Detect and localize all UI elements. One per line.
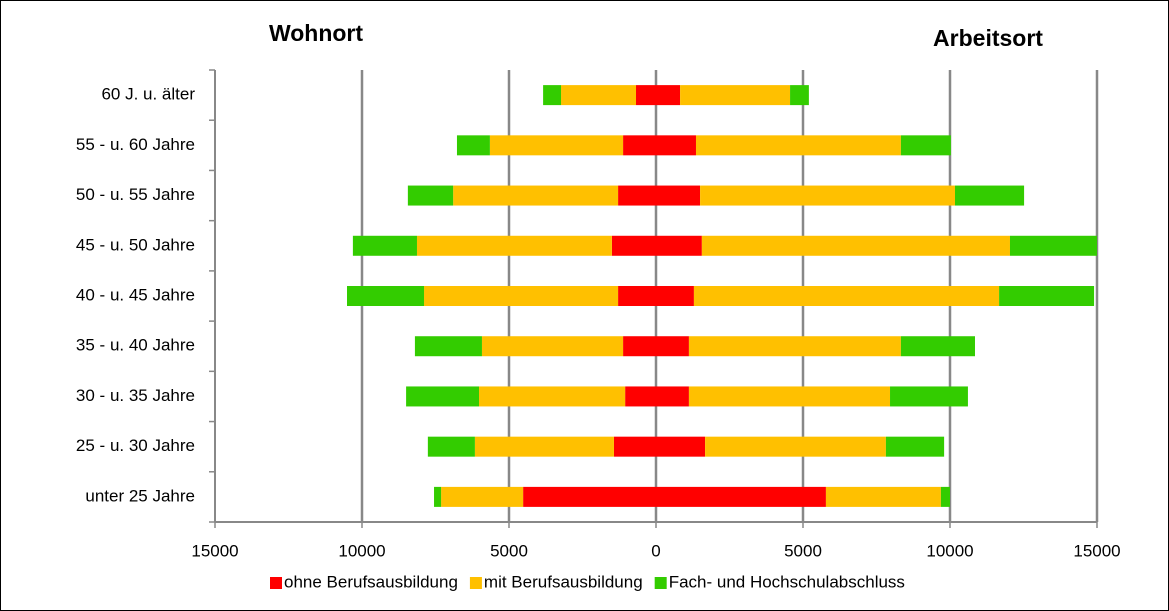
bar-segment <box>700 185 955 206</box>
bar-segment <box>561 85 637 106</box>
bar-segment <box>890 386 968 407</box>
bar-segment <box>489 135 624 156</box>
bar-segment <box>656 135 696 156</box>
bar-segment <box>656 286 694 306</box>
bar-segment <box>940 486 950 507</box>
bar-segment <box>453 185 619 206</box>
bar-segment <box>790 85 809 106</box>
bar-segment <box>695 135 901 156</box>
x-tick-label: 10000 <box>338 541 385 560</box>
bar-segment <box>481 336 624 357</box>
bar-segment <box>885 436 945 457</box>
y-tick-label: 40 - u. 45 Jahre <box>76 285 195 304</box>
legend-swatch <box>654 577 667 589</box>
x-tick-label: 5000 <box>490 541 528 560</box>
x-tick-label: 15000 <box>191 541 238 560</box>
bar-segment <box>479 386 626 407</box>
legend-label: mit Berufsausbildung <box>484 572 643 591</box>
bar-segment <box>456 135 490 156</box>
bar-segment <box>954 185 1025 206</box>
bar-segment <box>656 486 826 507</box>
y-tick-label: 30 - u. 35 Jahre <box>76 386 195 405</box>
bar-segment <box>352 235 417 256</box>
bar-segment <box>416 235 612 256</box>
bar-segment <box>414 336 482 357</box>
bar-segment <box>523 486 656 507</box>
bar-segment <box>636 85 656 106</box>
y-tick-label: 35 - u. 40 Jahre <box>76 336 195 355</box>
x-tick-label: 10000 <box>926 541 973 560</box>
y-tick-label: 25 - u. 30 Jahre <box>76 436 195 455</box>
y-tick-label: 45 - u. 50 Jahre <box>76 235 195 254</box>
bar-segment <box>693 286 1000 306</box>
y-tick-label: 50 - u. 55 Jahre <box>76 185 195 204</box>
bar-segment <box>613 436 656 457</box>
legend-label: Fach- und Hochschulabschluss <box>669 572 905 591</box>
bar-segment <box>680 85 791 106</box>
bar-segment <box>625 386 656 407</box>
bar-segment <box>688 386 891 407</box>
bar-segment <box>543 85 562 106</box>
y-tick-label: unter 25 Jahre <box>85 486 195 505</box>
bar-segment <box>656 336 689 357</box>
bar-segment <box>434 486 442 507</box>
bar-segment <box>688 336 901 357</box>
bar-segment <box>623 135 656 156</box>
side-title: Wohnort <box>269 20 363 46</box>
legend-label: ohne Berufsausbildung <box>284 572 458 591</box>
bar-segment <box>656 235 702 256</box>
bar-segment <box>424 286 619 306</box>
bar-segment <box>407 185 454 206</box>
x-tick-label: 15000 <box>1073 541 1120 560</box>
x-tick-label: 0 <box>651 541 660 560</box>
bar-segment <box>441 486 524 507</box>
bar-segment <box>347 286 425 306</box>
bar-segment <box>406 386 480 407</box>
bar-segment <box>474 436 614 457</box>
y-tick-label: 60 J. u. älter <box>101 85 195 104</box>
bar-segment <box>656 386 689 407</box>
bar-segment <box>656 85 681 106</box>
bar-segment <box>825 486 941 507</box>
side-title: Arbeitsort <box>933 25 1043 51</box>
bar-segment <box>618 185 656 206</box>
x-tick-label: 5000 <box>784 541 822 560</box>
bar-segment <box>705 436 886 457</box>
legend-swatch <box>270 577 282 589</box>
bar-segment <box>427 436 475 457</box>
bar-segment <box>701 235 1010 256</box>
bar-segment <box>623 336 656 357</box>
bar-segment <box>999 286 1095 306</box>
bar-segment <box>611 235 656 256</box>
bar-segment <box>900 135 951 156</box>
bar-segment <box>1009 235 1097 256</box>
bar-segment <box>900 336 975 357</box>
legend-swatch <box>469 577 482 589</box>
bar-segment <box>618 286 656 306</box>
bar-segment <box>656 185 701 206</box>
bar-segment <box>656 436 706 457</box>
y-tick-label: 55 - u. 60 Jahre <box>76 135 195 154</box>
